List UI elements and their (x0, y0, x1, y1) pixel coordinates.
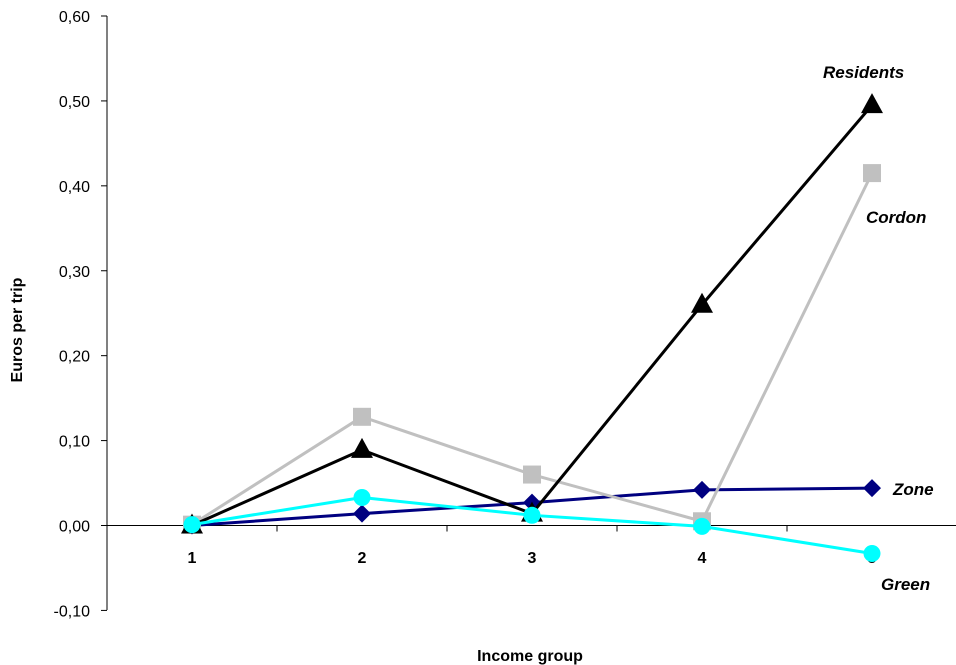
series-labels: Residents Cordon Zone Green (823, 63, 934, 594)
data-point-residents (861, 93, 883, 114)
x-tick-label: 4 (698, 550, 707, 567)
y-tick-label: 0,40 (59, 179, 90, 196)
data-point-green (183, 516, 201, 534)
y-tick-label: 0,10 (59, 434, 90, 451)
data-point-cordon (863, 164, 881, 183)
data-point-zone (693, 480, 711, 499)
data-point-cordon (353, 407, 371, 426)
x-tick-label: 1 (188, 550, 197, 567)
data-point-green (523, 506, 541, 524)
y-tick-label: 0,20 (59, 349, 90, 366)
x-axis-title: Income group (477, 648, 583, 665)
y-axis-title: Euros per trip (9, 277, 26, 382)
series-group (181, 93, 883, 563)
y-tick-label: 0,30 (59, 264, 90, 281)
data-point-cordon (523, 465, 541, 484)
y-tick-label: 0,00 (59, 519, 90, 536)
x-tick-label: 3 (528, 550, 537, 567)
data-point-residents (351, 437, 373, 458)
series-line-residents (191, 104, 874, 527)
data-point-zone (353, 504, 371, 523)
data-point-green (693, 517, 711, 535)
series-label-cordon: Cordon (866, 208, 926, 227)
y-tick-label: 0,50 (59, 94, 90, 111)
y-tick-label: -0,10 (54, 603, 91, 620)
series-label-green: Green (881, 575, 930, 594)
data-point-zone (863, 479, 881, 498)
data-point-green (863, 545, 881, 563)
y-axis: -0,10 0,00 0,10 0,20 0,30 0,40 0,50 0,60 (54, 9, 108, 620)
series-label-residents: Residents (823, 63, 904, 82)
series-label-zone: Zone (892, 480, 934, 499)
data-point-green (353, 488, 371, 506)
data-point-residents (691, 292, 713, 313)
y-tick-label: 0,60 (59, 9, 90, 26)
x-tick-label: 2 (358, 550, 367, 567)
